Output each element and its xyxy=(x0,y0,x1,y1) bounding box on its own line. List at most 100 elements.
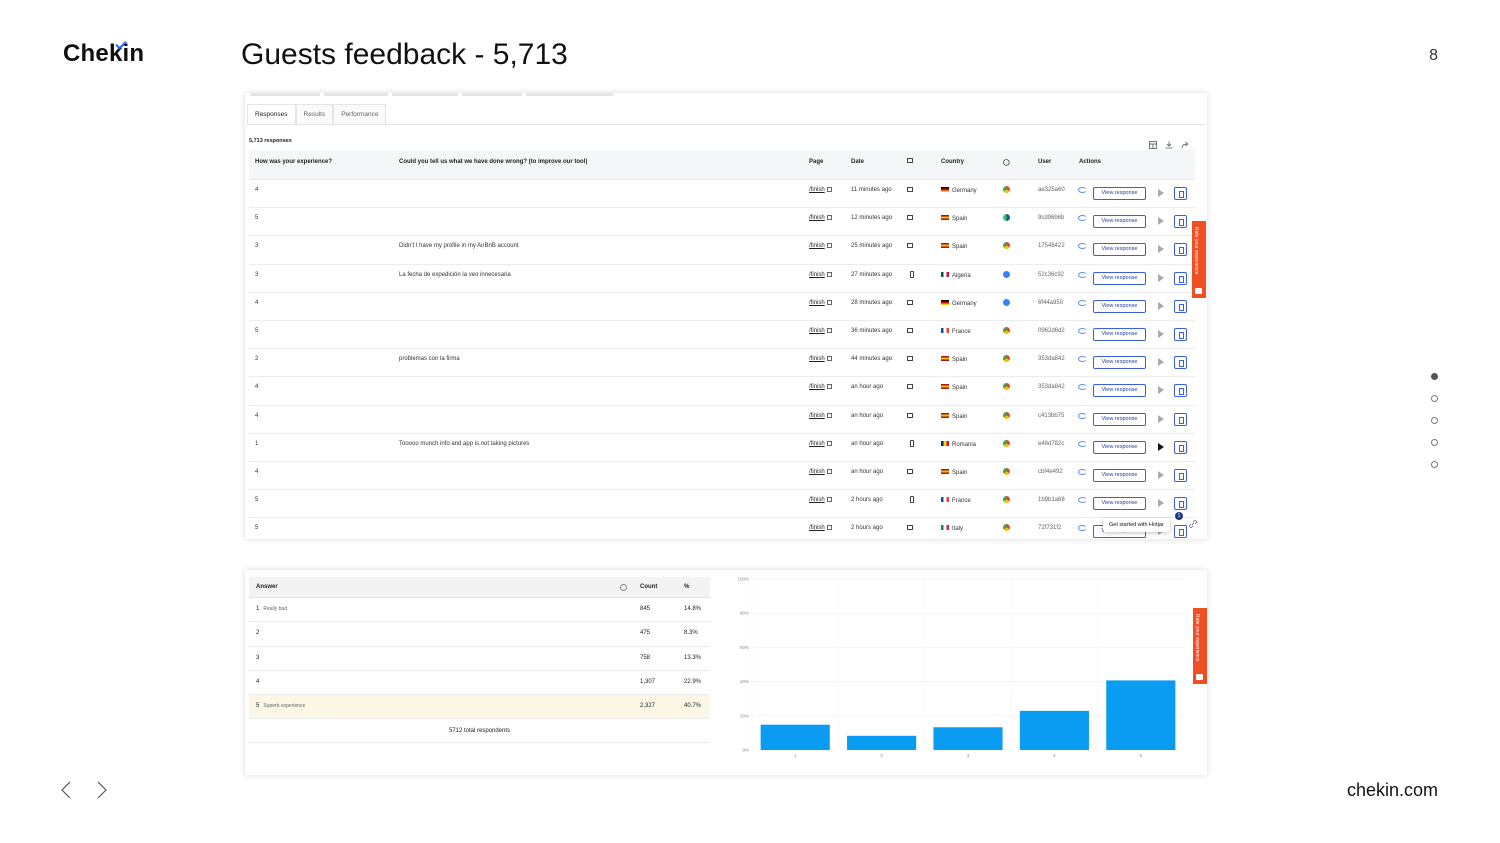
delete-button[interactable] xyxy=(1174,356,1187,370)
page-link[interactable]: /finish xyxy=(809,187,832,193)
play-recording-button[interactable] xyxy=(1158,217,1164,226)
answers-table: Answer Count % 1 Really bad 845 14.8% 2 475 8.… xyxy=(249,577,710,744)
delete-button[interactable] xyxy=(1174,327,1187,341)
view-response-button[interactable]: View response xyxy=(1093,215,1146,229)
replay-icon[interactable] xyxy=(1078,299,1087,306)
view-response-button[interactable]: View response xyxy=(1093,497,1146,511)
play-recording-button[interactable] xyxy=(1158,442,1164,451)
share-icon[interactable] xyxy=(1181,136,1189,149)
page-link[interactable]: /finish xyxy=(809,440,832,447)
view-response-button[interactable]: View response xyxy=(1093,327,1146,341)
page-link[interactable]: /finish xyxy=(809,243,832,249)
page-link[interactable]: /finish xyxy=(809,384,832,390)
next-slide-button[interactable] xyxy=(96,780,108,800)
answer-value: 4 xyxy=(256,678,260,685)
chart-bar[interactable] xyxy=(847,735,917,750)
view-response-button[interactable]: View response xyxy=(1093,187,1146,200)
nav-dot[interactable] xyxy=(1431,395,1438,402)
country-name: France xyxy=(952,498,971,505)
view-response-button[interactable]: View response xyxy=(1093,468,1146,482)
delete-button[interactable] xyxy=(1174,243,1187,257)
play-recording-button[interactable] xyxy=(1158,301,1164,310)
site-url[interactable]: chekin.com xyxy=(1346,780,1438,800)
date-cell: an hour ago xyxy=(851,440,884,447)
download-icon[interactable] xyxy=(1165,136,1173,149)
play-recording-button[interactable] xyxy=(1158,273,1164,282)
replay-icon[interactable] xyxy=(1078,440,1087,447)
play-recording-button[interactable] xyxy=(1158,189,1164,197)
tab-results[interactable]: Results xyxy=(295,104,334,124)
view-response-button[interactable]: View response xyxy=(1093,299,1146,313)
desktop-icon xyxy=(907,299,913,305)
replay-icon[interactable] xyxy=(1078,497,1087,504)
chart-bar[interactable] xyxy=(933,727,1003,750)
tab-performance[interactable]: Performance xyxy=(333,104,387,124)
delete-button[interactable] xyxy=(1174,384,1187,398)
info-icon[interactable] xyxy=(620,584,627,591)
page-link[interactable]: /finish xyxy=(809,271,832,278)
rate-experience-tab-2[interactable]: Rate your experience xyxy=(1193,608,1207,684)
rate-experience-tab[interactable]: Rate your experience xyxy=(1192,221,1206,298)
play-recording-button[interactable] xyxy=(1158,499,1164,508)
answer-cell: 5 Superb experience xyxy=(256,703,305,709)
page-link[interactable]: /finish xyxy=(809,327,832,334)
chart-bar[interactable] xyxy=(760,724,830,750)
replay-icon[interactable] xyxy=(1078,327,1087,334)
replay-icon[interactable] xyxy=(1078,356,1087,363)
delete-button[interactable] xyxy=(1174,299,1187,313)
play-recording-button[interactable] xyxy=(1158,470,1164,479)
delete-button[interactable] xyxy=(1174,215,1187,229)
delete-button[interactable] xyxy=(1174,440,1187,454)
replay-icon[interactable] xyxy=(1078,468,1087,475)
page-link[interactable]: /finish xyxy=(809,468,832,475)
replay-icon[interactable] xyxy=(1078,271,1087,278)
delete-button[interactable] xyxy=(1174,468,1187,482)
replay-icon[interactable] xyxy=(1078,412,1087,419)
play-recording-button[interactable] xyxy=(1158,414,1164,423)
page-link[interactable]: /finish xyxy=(809,412,832,419)
replay-icon[interactable] xyxy=(1078,384,1087,391)
count-cell: 845 xyxy=(640,606,651,612)
flag-icon xyxy=(941,271,949,277)
prev-slide-button[interactable] xyxy=(60,780,72,800)
page-link[interactable]: /finish xyxy=(809,497,832,503)
chart-bar[interactable] xyxy=(1106,680,1176,750)
nav-dot[interactable] xyxy=(1431,373,1438,380)
replay-icon[interactable] xyxy=(1078,243,1087,250)
delete-button[interactable] xyxy=(1174,412,1187,426)
y-tick-label: 80% xyxy=(740,611,749,616)
replay-icon[interactable] xyxy=(1078,215,1087,222)
nav-dot[interactable] xyxy=(1431,461,1438,468)
link-icon[interactable] xyxy=(1189,520,1197,528)
play-recording-button[interactable] xyxy=(1158,245,1164,254)
col-country: Country xyxy=(941,159,964,165)
replay-icon[interactable] xyxy=(1078,187,1087,193)
page-link[interactable]: /finish xyxy=(809,215,832,221)
delete-button[interactable] xyxy=(1174,497,1187,511)
chart-bar[interactable] xyxy=(1019,710,1089,750)
user-cell: 52c36c92 xyxy=(1038,271,1065,278)
play-recording-button[interactable] xyxy=(1158,329,1164,338)
delete-button[interactable] xyxy=(1174,525,1187,539)
nav-dot[interactable] xyxy=(1431,417,1438,424)
user-cell: 0962d6d2 xyxy=(1038,327,1065,334)
delete-button[interactable] xyxy=(1174,271,1187,285)
nav-dot[interactable] xyxy=(1431,439,1438,446)
page-link[interactable]: /finish xyxy=(809,299,832,306)
delete-button[interactable] xyxy=(1174,187,1187,200)
view-response-button[interactable]: View response xyxy=(1093,243,1146,257)
play-recording-button[interactable] xyxy=(1158,386,1164,395)
columns-icon[interactable] xyxy=(1149,136,1157,149)
view-response-button[interactable]: View response xyxy=(1093,384,1146,398)
view-response-button[interactable]: View response xyxy=(1093,440,1146,454)
view-response-button[interactable]: View response xyxy=(1093,412,1146,426)
play-recording-button[interactable] xyxy=(1158,358,1164,367)
hotjar-popup[interactable]: Get started with Hotjar xyxy=(1103,518,1170,532)
page-link[interactable]: /finish xyxy=(809,356,832,362)
browser-icon xyxy=(1003,355,1010,363)
view-response-button[interactable]: View response xyxy=(1093,271,1146,285)
replay-icon[interactable] xyxy=(1078,525,1087,532)
view-response-button[interactable]: View response xyxy=(1093,356,1146,370)
page-link[interactable]: /finish xyxy=(809,525,832,531)
tab-responses[interactable]: Responses xyxy=(247,104,296,124)
